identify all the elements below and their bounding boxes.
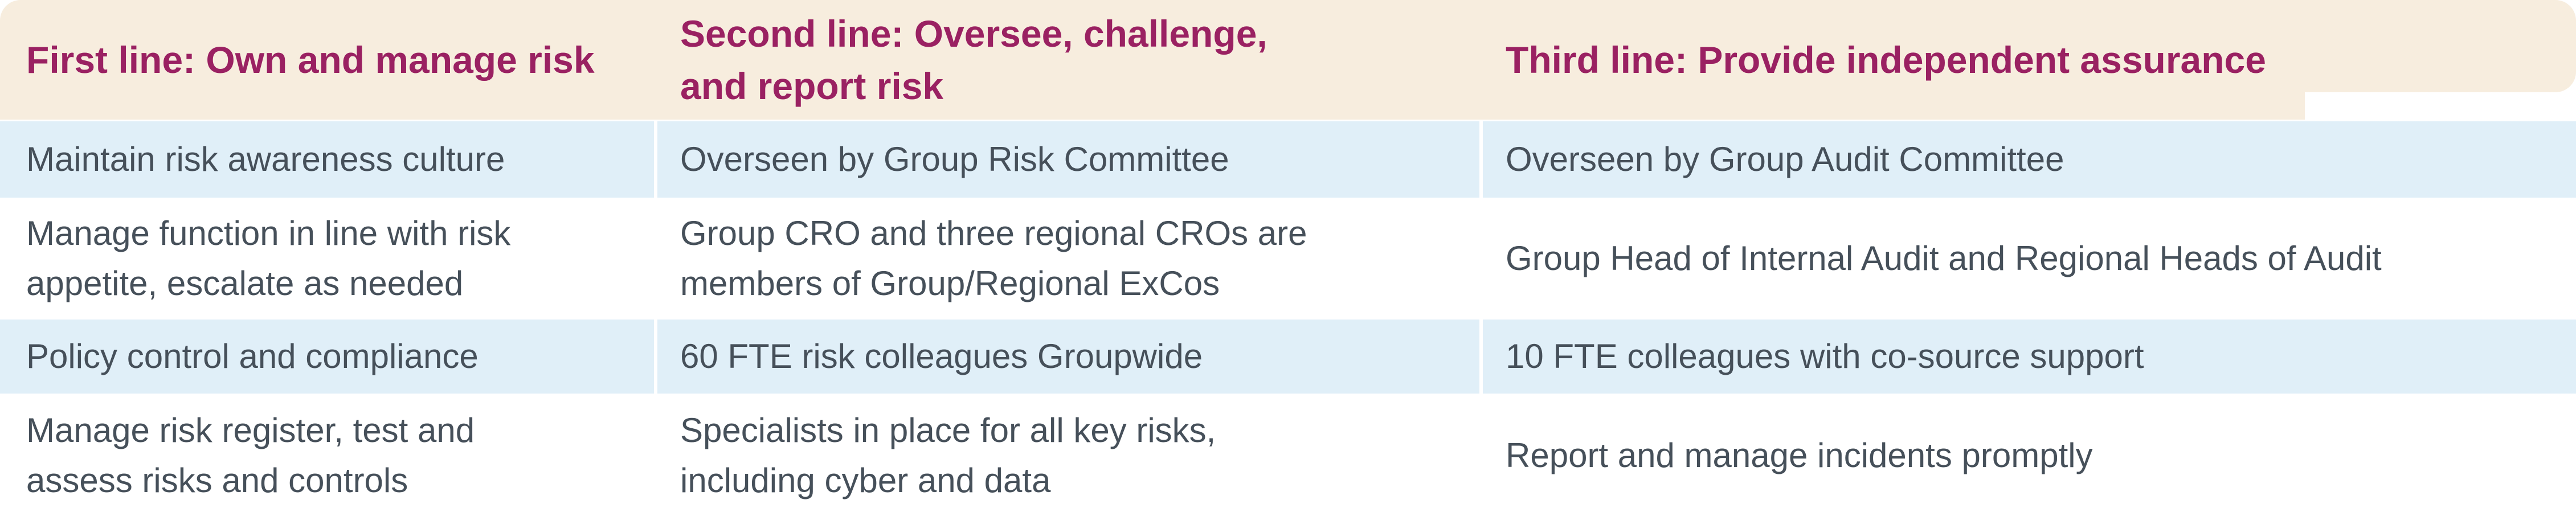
header-band-right-cap	[2301, 0, 2576, 92]
table-cell: Manage function in line with risk appeti…	[26, 214, 511, 302]
table-cell: Manage risk register, test and assess ri…	[26, 411, 475, 499]
header-cell-first-line: First line: Own and manage risk	[26, 39, 595, 81]
table-cell: Group CRO and three regional CROs are me…	[680, 214, 1307, 302]
table-cell: Report and manage incidents promptly	[1506, 436, 2093, 474]
table-cell: Overseen by Group Audit Committee	[1483, 121, 2576, 198]
header-cell-third-line: Third line: Provide independent assuranc…	[1506, 39, 2266, 81]
table-cell: Maintain risk awareness culture	[0, 121, 654, 198]
table-cell: 60 FTE risk colleagues Groupwide	[657, 320, 1479, 394]
table-cell: Group Head of Internal Audit and Regiona…	[1506, 239, 2382, 277]
table-cell: 10 FTE colleagues with co-source support	[1483, 320, 2576, 394]
header-band	[0, 0, 2305, 120]
table-cell: Policy control and compliance	[0, 320, 654, 394]
table-cell: Overseen by Group Risk Committee	[657, 121, 1479, 198]
table-cell: Specialists in place for all key risks, …	[680, 411, 1216, 499]
header-cell-second-line: Second line: Oversee, challenge, and rep…	[680, 13, 1267, 107]
